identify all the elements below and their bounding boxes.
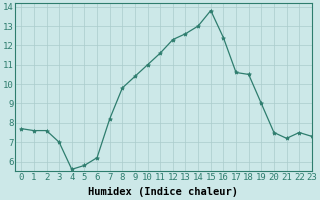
X-axis label: Humidex (Indice chaleur): Humidex (Indice chaleur)	[88, 187, 238, 197]
